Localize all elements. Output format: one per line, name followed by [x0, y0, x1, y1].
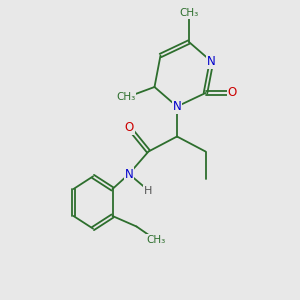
Text: N: N: [124, 167, 134, 181]
Text: CH₃: CH₃: [116, 92, 136, 103]
Text: N: N: [172, 100, 182, 113]
Text: O: O: [124, 121, 134, 134]
Text: O: O: [228, 86, 237, 100]
Text: N: N: [207, 55, 216, 68]
Text: H: H: [144, 185, 153, 196]
Text: CH₃: CH₃: [179, 8, 199, 19]
Text: CH₃: CH₃: [146, 235, 166, 245]
